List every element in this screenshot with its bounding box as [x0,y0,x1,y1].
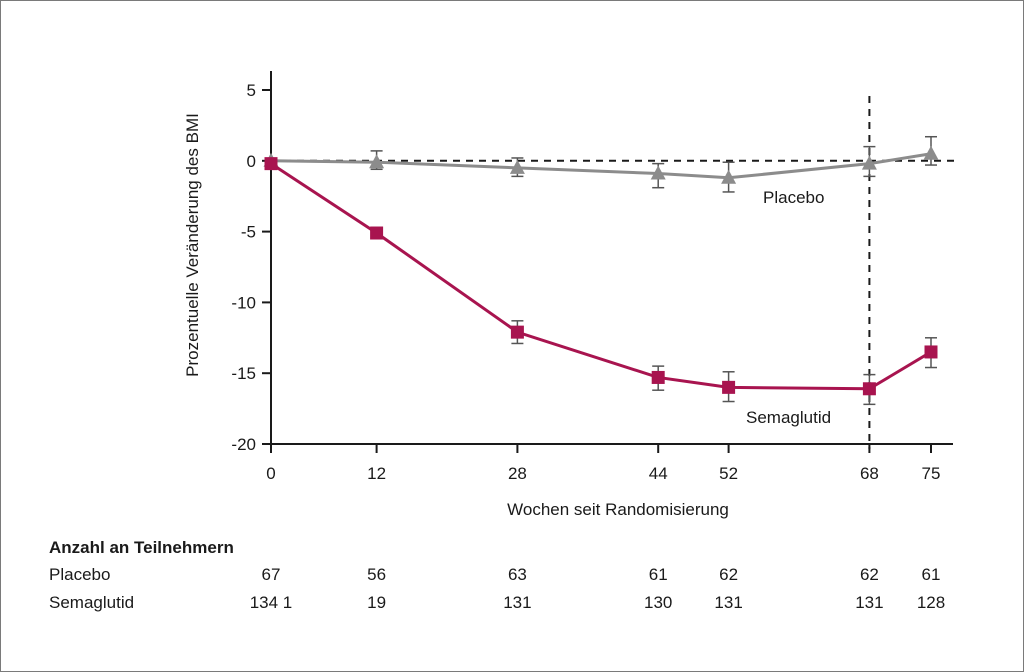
nrisk-row-label-semaglutid: Semaglutid [49,593,134,612]
x-tick-label: 75 [922,464,941,483]
x-tick-label: 12 [367,464,386,483]
nrisk-value-semaglutid: 131 [503,593,531,612]
nrisk-value-placebo: 62 [860,565,879,584]
nrisk-value-placebo: 67 [262,565,281,584]
nrisk-value-semaglutid: 19 [367,593,386,612]
y-tick-label: 0 [247,152,256,171]
nrisk-value-placebo: 56 [367,565,386,584]
y-tick-label: 5 [247,81,256,100]
nrisk-value-semaglutid: 130 [644,593,672,612]
nrisk-value-placebo: 61 [649,565,668,584]
nrisk-value-semaglutid: 131 [855,593,883,612]
nrisk-value-semaglutid: 134 1 [250,593,293,612]
x-tick-label: 44 [649,464,668,483]
y-tick-label: -15 [231,364,256,383]
series-line-semaglutid [270,162,932,391]
y-tick-label: -20 [231,435,256,454]
x-axis-title: Wochen seit Randomisierung [507,500,729,519]
nrisk-value-semaglutid: 128 [917,593,945,612]
data-point-semaglutid [722,380,736,394]
data-point-semaglutid [264,157,278,171]
numbers-at-risk-title: Anzahl an Teilnehmern [49,538,234,557]
data-point-semaglutid [370,226,384,240]
data-point-semaglutid [862,382,876,396]
data-point-semaglutid [510,325,524,339]
nrisk-value-placebo: 61 [922,565,941,584]
y-tick-label: -10 [231,293,256,312]
y-axis-title: Prozentuelle Veränderung des BMI [183,113,202,377]
data-point-placebo [509,159,525,174]
data-point-placebo [650,165,666,180]
series-line-placebo [270,152,932,180]
nrisk-value-placebo: 63 [508,565,527,584]
data-point-placebo [861,155,877,170]
nrisk-value-semaglutid: 131 [714,593,742,612]
data-point-placebo [721,169,737,184]
series-label-placebo: Placebo [763,188,824,207]
data-point-semaglutid [651,370,665,384]
data-point-placebo [369,154,385,169]
y-tick-label: -5 [241,223,256,242]
nrisk-value-placebo: 62 [719,565,738,584]
x-tick-label: 68 [860,464,879,483]
x-tick-label: 28 [508,464,527,483]
nrisk-row-label-placebo: Placebo [49,565,110,584]
series-label-semaglutid: Semaglutid [746,408,831,427]
x-tick-label: 0 [266,464,275,483]
data-point-semaglutid [924,345,938,359]
data-point-placebo [923,145,939,160]
x-tick-label: 52 [719,464,738,483]
